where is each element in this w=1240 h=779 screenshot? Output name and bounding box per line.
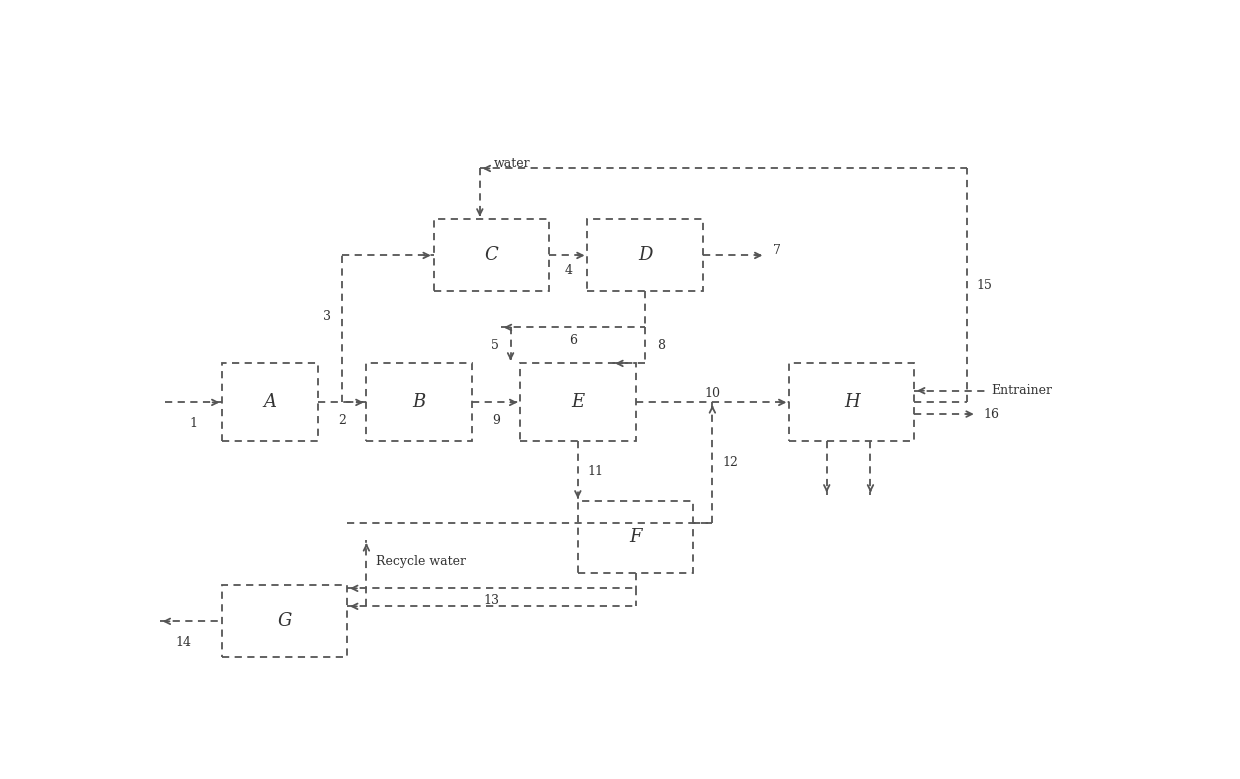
Text: A: A <box>264 393 277 411</box>
Text: 13: 13 <box>484 594 500 607</box>
Text: 1: 1 <box>190 417 197 430</box>
Text: 8: 8 <box>657 339 665 352</box>
Text: E: E <box>572 393 584 411</box>
FancyBboxPatch shape <box>367 363 472 442</box>
FancyBboxPatch shape <box>434 220 549 291</box>
Text: 15: 15 <box>977 279 992 292</box>
Text: G: G <box>278 612 291 630</box>
Text: 2: 2 <box>339 414 346 427</box>
FancyBboxPatch shape <box>578 502 693 573</box>
FancyBboxPatch shape <box>521 363 635 442</box>
FancyBboxPatch shape <box>222 585 347 657</box>
Text: 6: 6 <box>569 334 577 347</box>
Text: C: C <box>485 246 498 264</box>
Text: F: F <box>629 528 642 546</box>
Text: Entrainer: Entrainer <box>991 384 1052 397</box>
Text: 9: 9 <box>492 414 500 427</box>
Text: D: D <box>637 246 652 264</box>
Text: B: B <box>413 393 425 411</box>
FancyBboxPatch shape <box>222 363 319 442</box>
Text: 10: 10 <box>704 387 720 400</box>
Text: 12: 12 <box>722 456 738 469</box>
Text: H: H <box>844 393 859 411</box>
Text: 3: 3 <box>322 310 331 323</box>
Text: water: water <box>495 157 531 170</box>
Text: Recycle water: Recycle water <box>376 555 466 568</box>
Text: 4: 4 <box>564 264 572 277</box>
FancyBboxPatch shape <box>588 220 703 291</box>
Text: 5: 5 <box>491 339 498 352</box>
Text: 7: 7 <box>773 244 781 257</box>
Text: 14: 14 <box>176 636 192 649</box>
Text: 11: 11 <box>588 465 604 478</box>
Text: 16: 16 <box>983 407 999 421</box>
FancyBboxPatch shape <box>789 363 914 442</box>
